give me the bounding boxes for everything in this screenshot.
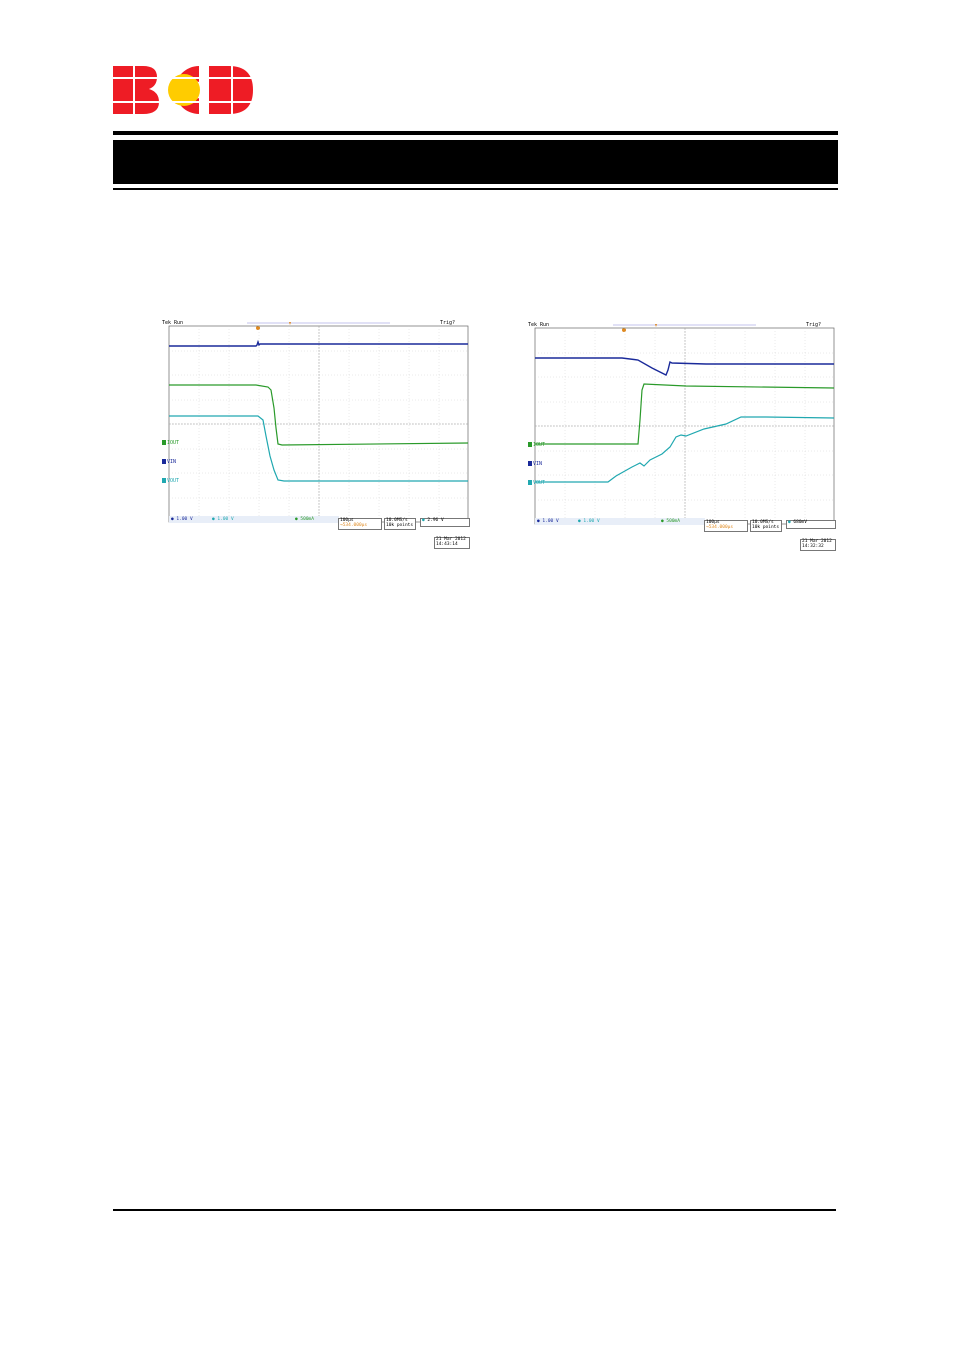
scope-header-left: Tek Run [162,320,184,326]
trigger-level-box: ● 2.96 V [420,518,470,527]
date-time-box: 21 Mar 2012 14:32:32 [800,539,836,551]
channel-label-iout: IOUT [528,442,545,448]
ch1-scale: ● 1.00 V [537,519,559,524]
timebase-box: 100µs →534.000µs [338,518,382,530]
channel-label-vout: VOUT [528,480,545,486]
header-rule-bottom [113,188,838,190]
sample-rate-box: 10.0MS/s 10k points [750,520,782,532]
channel-label-vout: VOUT [162,478,179,484]
trace-vout [535,416,835,483]
channel-label-iout: IOUT [162,440,179,446]
ch4-scale: ● 500mA [295,517,314,522]
header-banner [113,140,838,184]
trace-iout [169,384,469,446]
status-bar [535,518,705,525]
scope-header-right: Trig? [806,322,822,328]
status-bar [169,516,339,523]
date-time-box: 21 Mar 2012 14:43:14 [434,537,470,549]
bcd-logo [113,66,255,114]
channel-label-vin: VIN [528,461,542,467]
ch2-scale: ● 1.00 V [212,517,234,522]
footer-rule [113,1209,836,1211]
sample-rate-box: 10.0MS/s 10k points [384,518,416,530]
trace-vout [169,415,468,482]
header-rule-top [113,131,838,135]
scope-screen [168,322,469,523]
trigger-level-box: ● 680mV [786,520,836,529]
trace-vin [169,339,468,347]
scope-screen [534,324,835,525]
scope-header-left: Tek Run [528,322,550,328]
channel-label-vin: VIN [162,459,176,465]
oscilloscope-capture-1: Tek Run Trig? IOUT VIN VOUT ● [160,318,470,558]
scope-header-right: Trig? [440,320,456,326]
oscilloscope-capture-2: Tek Run Trig? IOUT VIN VOUT ● 1.0 [526,320,836,560]
ch2-scale: ● 1.00 V [578,519,600,524]
ch4-scale: ● 500mA [661,519,680,524]
timebase-box: 100µs →534.000µs [704,520,748,532]
trace-iout [535,383,835,445]
trace-vin [535,357,834,376]
ch1-scale: ● 1.00 V [171,517,193,522]
